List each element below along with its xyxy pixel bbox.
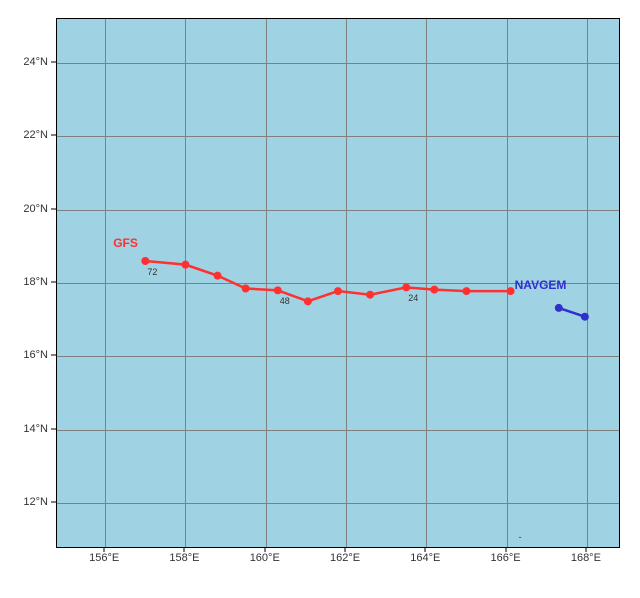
y-tick-label: 20°N — [0, 203, 48, 215]
x-tick-label: 158°E — [169, 552, 199, 564]
series-marker-gfs — [141, 257, 149, 265]
x-tick-label: 156°E — [89, 552, 119, 564]
tick-mark-y — [51, 502, 56, 503]
series-marker-navgem — [581, 313, 589, 321]
tick-mark-y — [51, 135, 56, 136]
series-marker-gfs — [402, 283, 410, 291]
series-marker-gfs — [274, 286, 282, 294]
tick-mark-y — [51, 428, 56, 429]
forecast-hour-label: 72 — [147, 267, 157, 277]
x-tick-label: 160°E — [250, 552, 280, 564]
x-tick-label: 164°E — [410, 552, 440, 564]
series-line-gfs — [145, 261, 510, 301]
x-tick-label: 162°E — [330, 552, 360, 564]
y-tick-label: 18°N — [0, 276, 48, 288]
forecast-hour-label: 24 — [408, 293, 418, 303]
series-marker-gfs — [507, 287, 515, 295]
series-label-navgem: NAVGEM — [515, 278, 567, 292]
tick-mark-y — [51, 62, 56, 63]
tick-mark-y — [51, 282, 56, 283]
x-tick-label: 166°E — [491, 552, 521, 564]
y-tick-label: 14°N — [0, 423, 48, 435]
series-marker-gfs — [430, 286, 438, 294]
plot-area: 72 48 24 GFS NAVGEM - — [56, 18, 620, 548]
tick-mark-y — [51, 355, 56, 356]
y-tick-label: 12°N — [0, 496, 48, 508]
series-label-gfs: GFS — [113, 236, 138, 250]
forecast-hour-label: 48 — [280, 296, 290, 306]
series-marker-gfs — [214, 272, 222, 280]
series-marker-navgem — [555, 304, 563, 312]
series-marker-gfs — [242, 285, 250, 293]
y-tick-label: 22°N — [0, 129, 48, 141]
track-forecast-chart: 72 48 24 GFS NAVGEM - 12°N 14°N 16°N 18°N 20°N 22°… — [0, 0, 640, 598]
series-line-navgem — [559, 308, 585, 317]
series-marker-gfs — [462, 287, 470, 295]
series-marker-gfs — [366, 291, 374, 299]
series-marker-gfs — [334, 287, 342, 295]
series-marker-gfs — [181, 261, 189, 269]
extra-mark: - — [519, 532, 522, 542]
y-tick-label: 24°N — [0, 56, 48, 68]
y-tick-label: 16°N — [0, 349, 48, 361]
x-tick-label: 168°E — [571, 552, 601, 564]
series-marker-gfs — [304, 297, 312, 305]
tick-mark-y — [51, 208, 56, 209]
